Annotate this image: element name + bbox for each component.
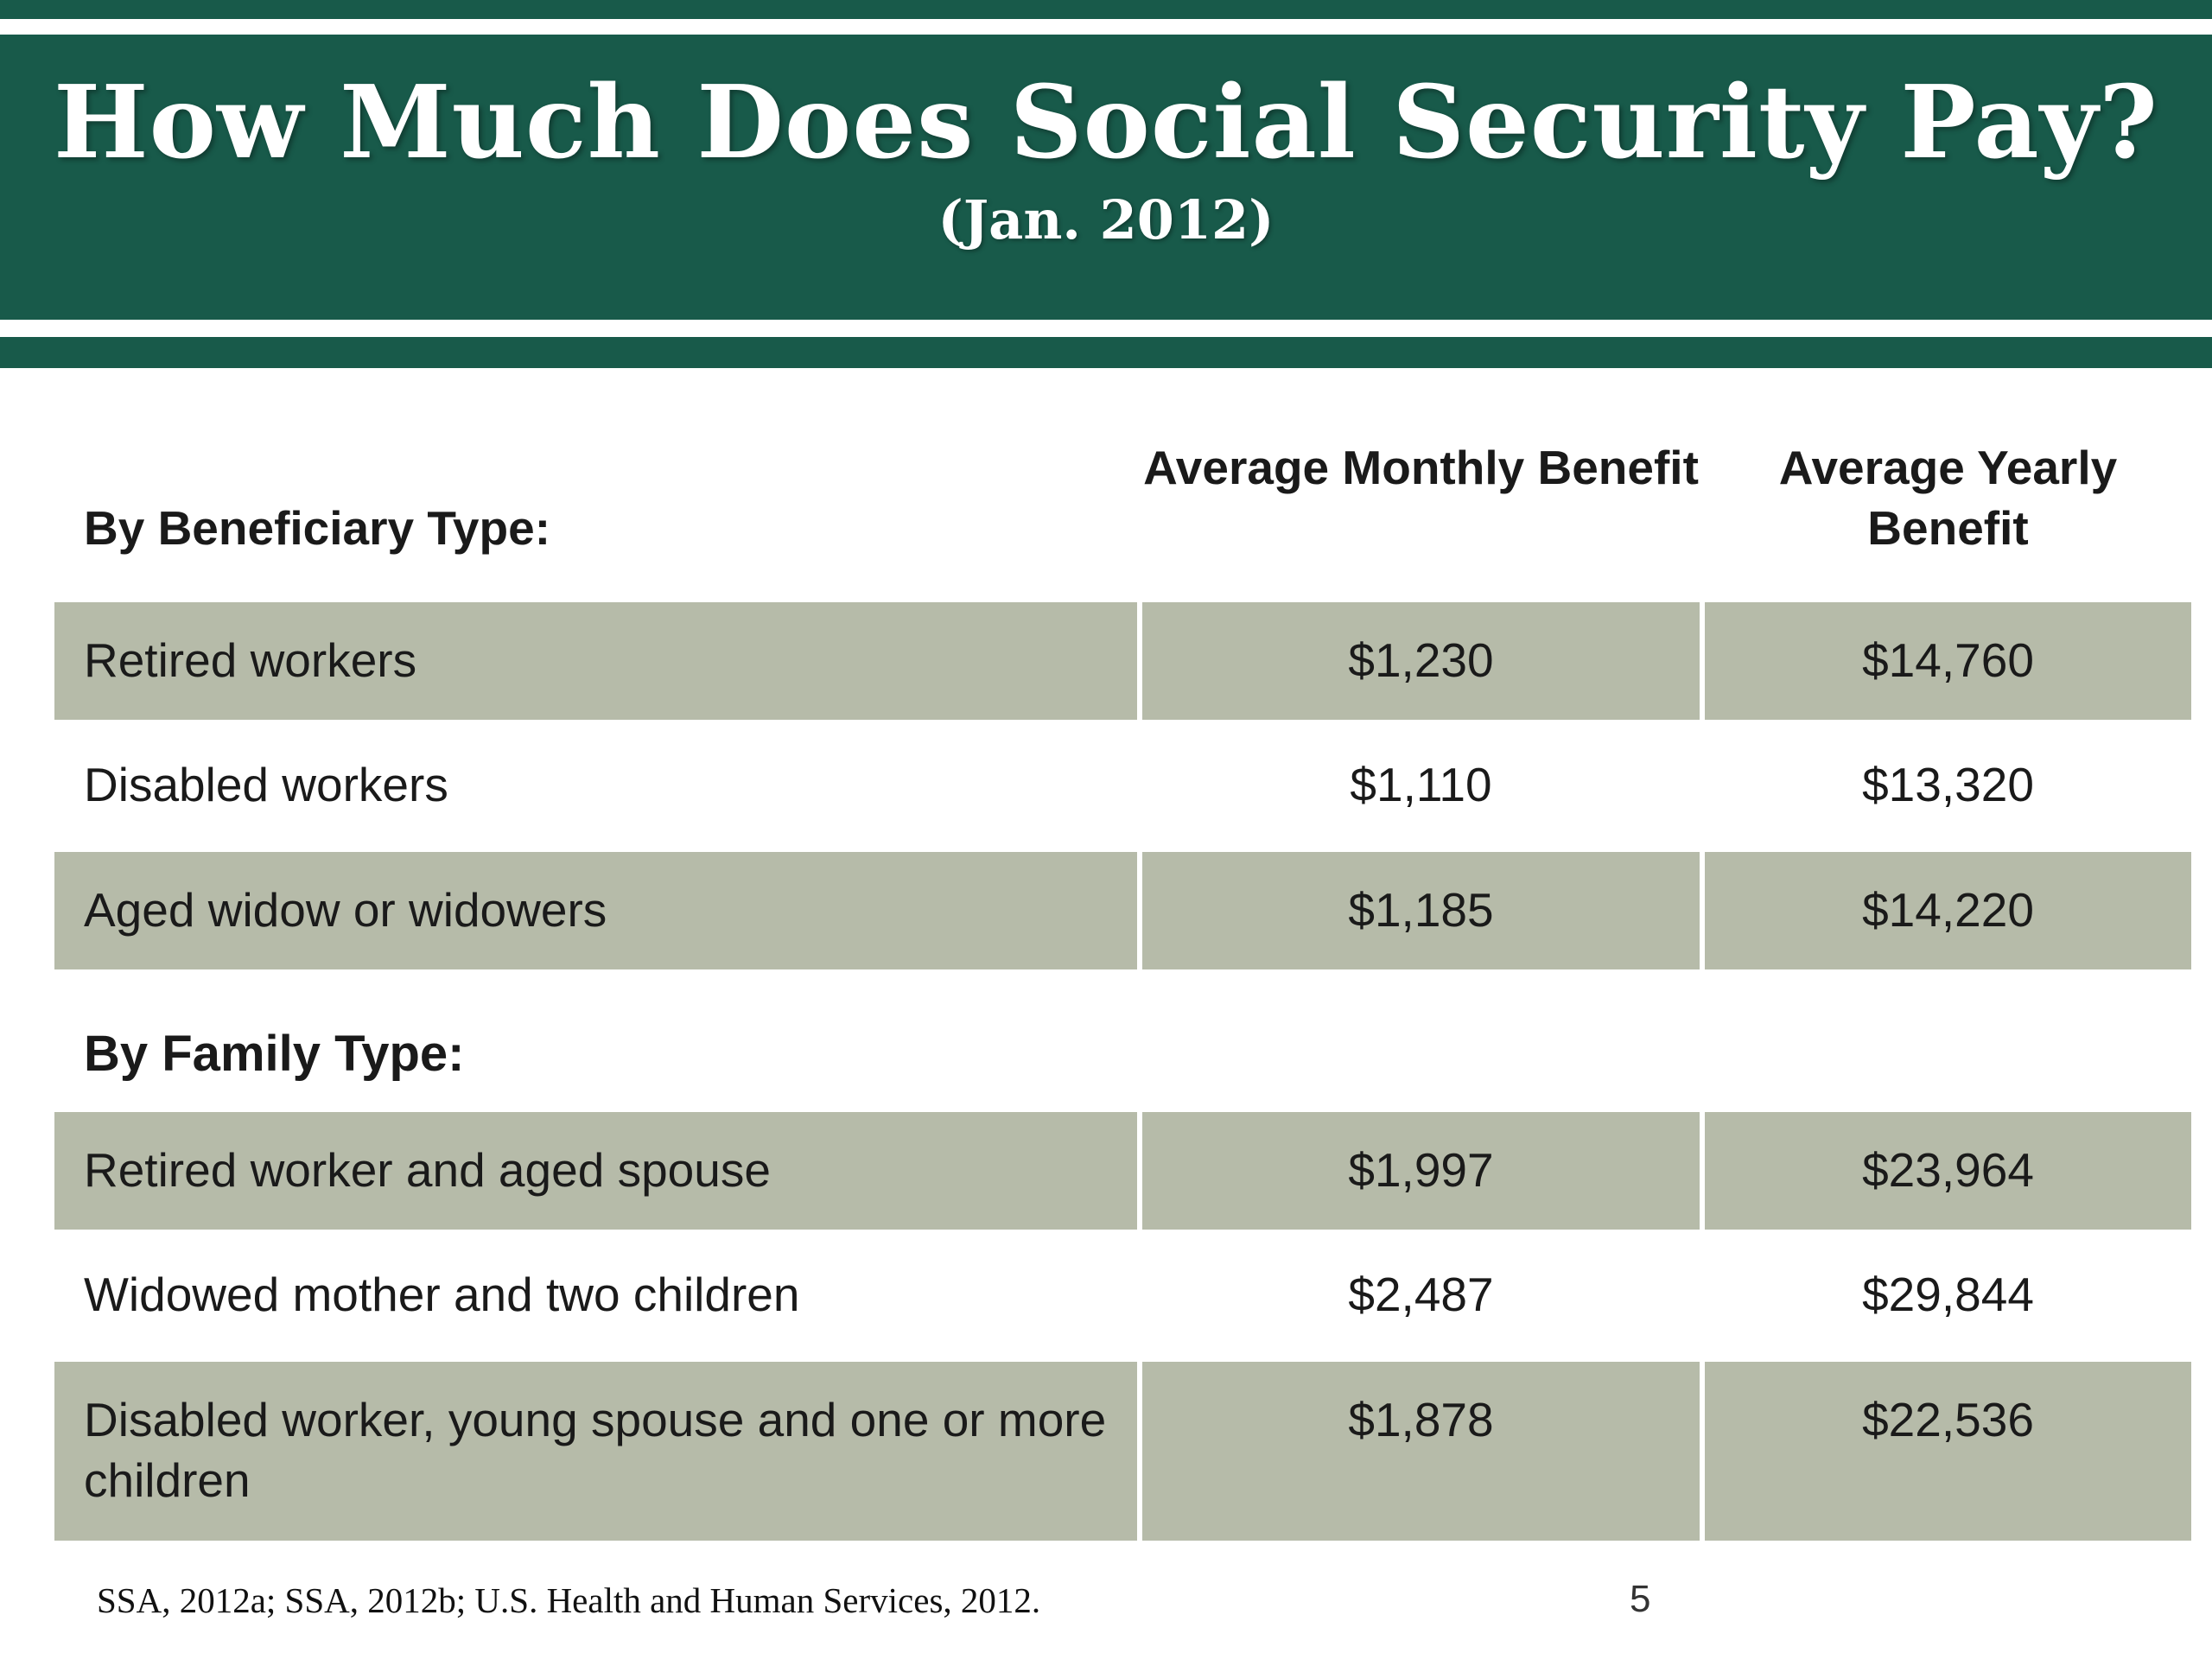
yearly-benefit-value: $22,536 xyxy=(1705,1361,2191,1541)
table-row: Aged widow or widowers $1,185 $14,220 xyxy=(54,851,2212,969)
monthly-benefit-value: $1,185 xyxy=(1142,851,1700,969)
table-row: Retired worker and aged spouse $1,997 $2… xyxy=(54,1111,2212,1230)
row-label: Retired workers xyxy=(54,601,1137,721)
yearly-benefit-value: $29,844 xyxy=(1862,1268,2034,1322)
row-label: Disabled workers xyxy=(84,758,448,812)
slide-subtitle: (Jan. 2012) xyxy=(938,188,1274,251)
yearly-benefit-value: $14,760 xyxy=(1705,601,2191,721)
row-label: Disabled worker, young spouse and one or… xyxy=(54,1361,1137,1541)
row-label: Aged widow or widowers xyxy=(54,851,1137,969)
slide-content: By Beneficiary Type: Average Monthly Ben… xyxy=(0,368,2212,1541)
row-label: Widowed mother and two children xyxy=(84,1268,800,1322)
row-label: Retired worker and aged spouse xyxy=(54,1111,1137,1230)
table-row: Retired workers $1,230 $14,760 xyxy=(54,601,2212,721)
page-number: 5 xyxy=(1630,1578,1651,1620)
table-row: Disabled workers $1,110 $13,320 xyxy=(54,727,2212,844)
monthly-benefit-value: $1,878 xyxy=(1142,1361,1700,1541)
monthly-benefit-value: $1,110 xyxy=(1350,758,1492,812)
monthly-benefit-value: $2,487 xyxy=(1348,1268,1494,1322)
benefits-table: By Beneficiary Type: Average Monthly Ben… xyxy=(0,410,2212,1541)
column-header-monthly-benefit: Average Monthly Benefit xyxy=(1143,441,1699,494)
table-row: Widowed mother and two children $2,487 $… xyxy=(54,1236,2212,1354)
column-header-yearly-benefit: Average Yearly Benefit xyxy=(1778,441,2118,556)
yearly-benefit-value: $14,220 xyxy=(1705,851,2191,969)
monthly-benefit-value: $1,230 xyxy=(1142,601,1700,721)
yearly-benefit-value: $23,964 xyxy=(1705,1111,2191,1230)
citation-text: SSA, 2012a; SSA, 2012b; U.S. Health and … xyxy=(97,1580,1041,1620)
table-header-row: By Beneficiary Type: Average Monthly Ben… xyxy=(54,410,2212,588)
top-accent-bar xyxy=(0,0,2212,19)
monthly-benefit-value: $1,997 xyxy=(1142,1111,1700,1230)
slide-title: How Much Does Social Security Pay? xyxy=(54,64,2158,181)
table-row: Disabled worker, young spouse and one or… xyxy=(54,1361,2212,1541)
yearly-benefit-value: $13,320 xyxy=(1862,758,2034,812)
slide-header: How Much Does Social Security Pay? (Jan.… xyxy=(0,35,2212,320)
divider-bar xyxy=(0,337,2212,368)
section-heading-beneficiary-type: By Beneficiary Type: xyxy=(84,501,551,556)
section-heading-family-type: By Family Type: xyxy=(84,1025,465,1082)
